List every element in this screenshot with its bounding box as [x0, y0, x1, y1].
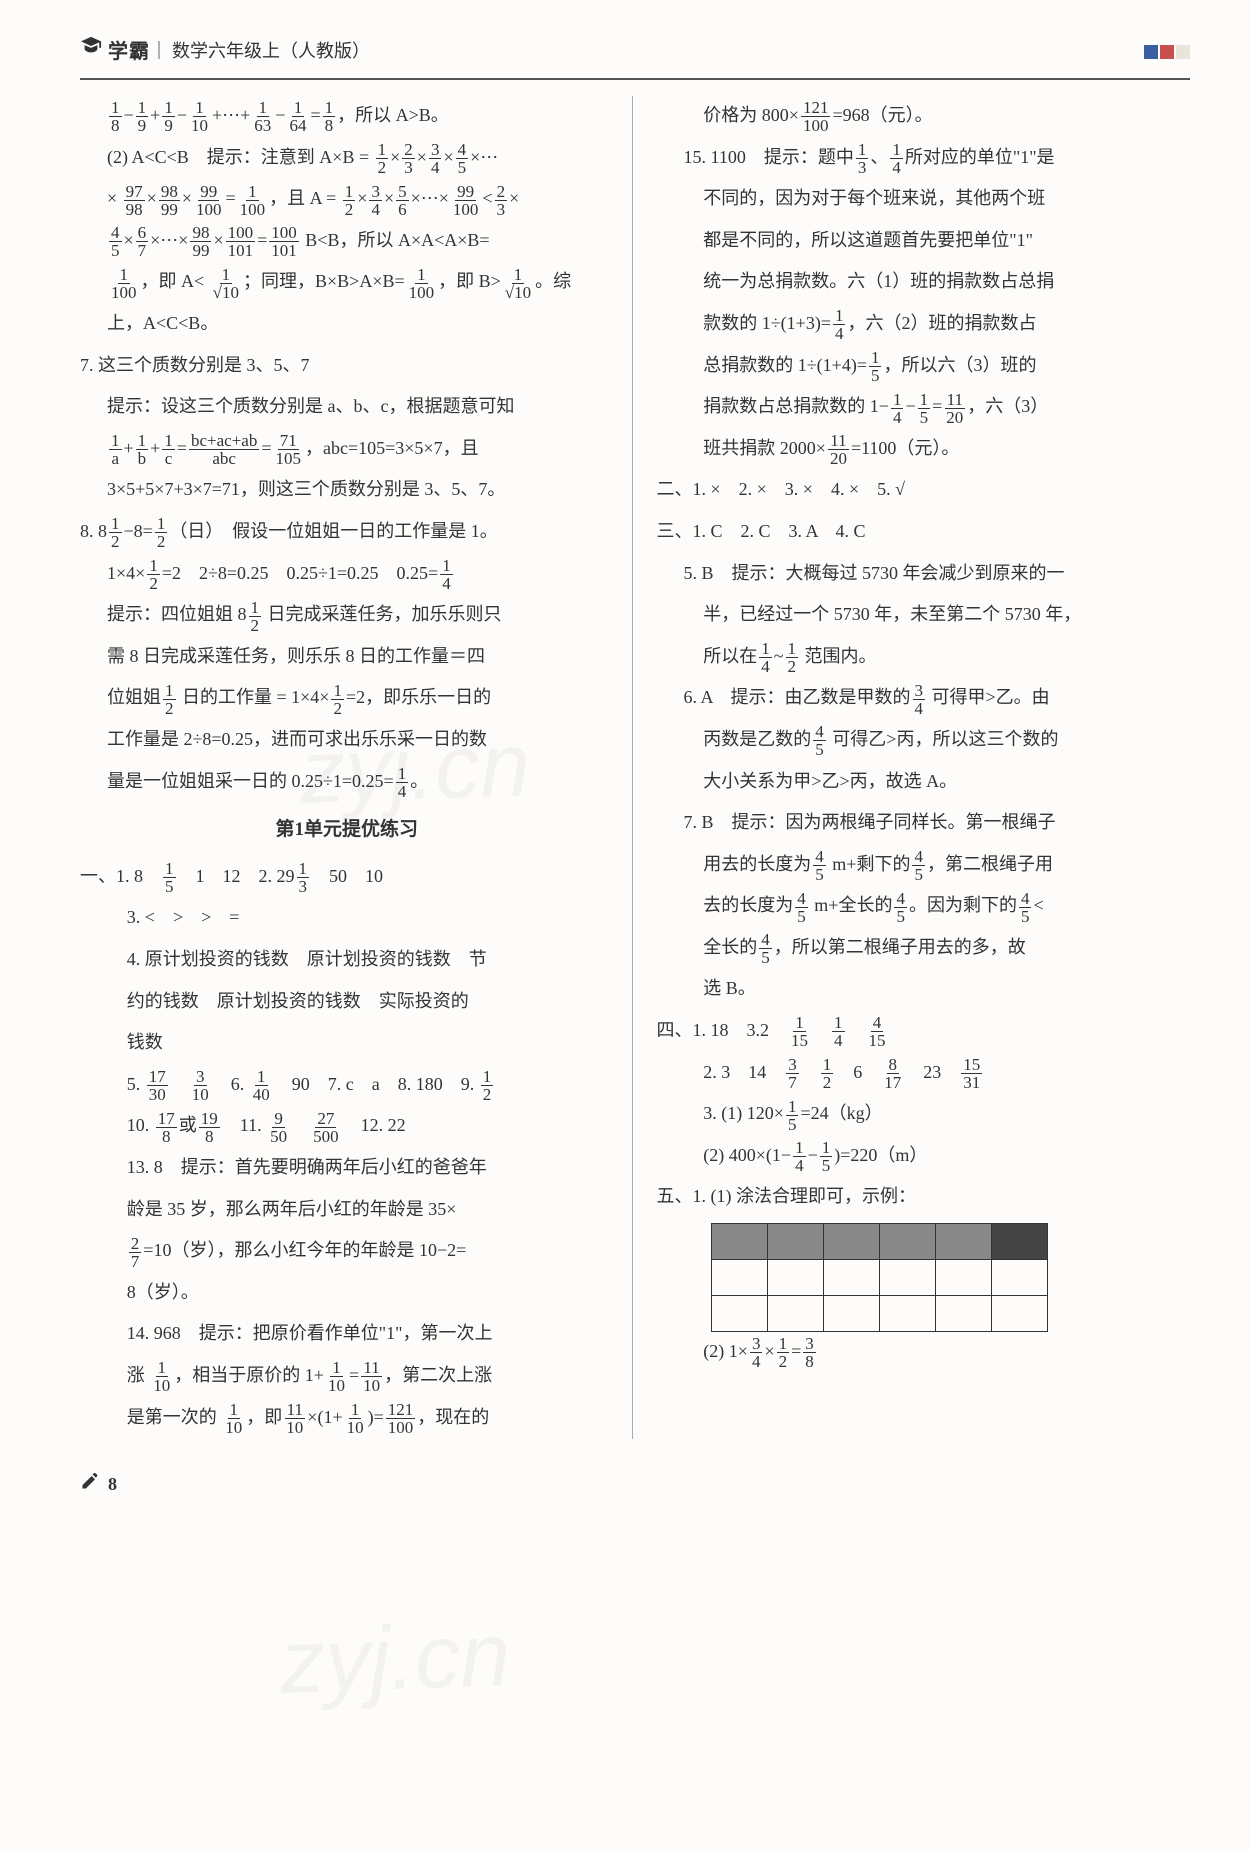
text-line: 不同的，因为对于每个班来说，其他两个班: [657, 179, 1191, 219]
page-footer: 8: [80, 1463, 1190, 1507]
text-line: 5. 1730 310 6. 140 90 7. c a 8. 180 9. 1…: [80, 1065, 614, 1105]
text-line: 需 8 日完成采莲任务，则乐乐 8 日的工作量＝四: [80, 637, 614, 677]
q8-line: 8. 812−8=12（日） 假设一位姐姐一日的工作量是 1。: [80, 512, 614, 552]
text-line: 6. A 提示：由乙数是甲数的34 可得甲>乙。由: [657, 678, 1191, 718]
text-line: 全长的45，所以第二根绳子用去的多，故: [657, 928, 1191, 968]
text-line: (2) A<C<B 提示：注意到 A×B = 12×23×34×45×⋯: [80, 138, 614, 178]
text-line: 价格为 800×121100=968（元）。: [657, 96, 1191, 136]
text-line: 半，已经过一个 5730 年，未至第二个 5730 年，: [657, 595, 1191, 635]
text-line: 用去的长度为45 m+剩下的45，第二根绳子用: [657, 845, 1191, 885]
text-line: 3. (1) 120×15=24（kg）: [657, 1094, 1191, 1134]
watermark-2: zyj.cn: [277, 1556, 514, 1762]
text-line: 位姐姐12 日的工作量 = 1×4×12=2，即乐乐一日的: [80, 678, 614, 718]
q7-line: 7. 这三个质数分别是 3、5、7: [80, 346, 614, 386]
page-header: 学霸 ｜ 数学六年级上（人教版）: [80, 30, 1190, 80]
text-line: 7. B 提示：因为两根绳子同样长。第一根绳子: [657, 803, 1191, 843]
text-line: 涨 110，相当于原价的 1+110=1110，第二次上涨: [80, 1356, 614, 1396]
unit1-title: 第1单元提优练习: [80, 809, 614, 851]
text-line: 15. 1100 提示：题中13、14所对应的单位"1"是: [657, 138, 1191, 178]
page-number: 8: [108, 1465, 117, 1505]
stripe-2: [1160, 45, 1174, 59]
stripe-3: [1176, 45, 1190, 59]
text-line: 龄是 35 岁，那么两年后小红的年龄是 35×: [80, 1190, 614, 1230]
text-line: 1×4×12=2 2÷8=0.25 0.25÷1=0.25 0.25=14: [80, 554, 614, 594]
text-line: 是第一次的 110，即1110×(1+110)=121100，现在的: [80, 1398, 614, 1438]
text-line: (2) 400×(1−14−15)=220（m）: [657, 1136, 1191, 1176]
left-column: 18−19+19−110+⋯+163−164=18，所以 A>B。 (2) A<…: [80, 96, 633, 1439]
header-subtitle: 数学六年级上（人教版）: [172, 32, 370, 72]
text-line: 1a+1b+1c=bc+ac+ababc=71105，abc=105=3×5×7…: [80, 429, 614, 469]
text-line: 27=10（岁），那么小红今年的年龄是 10−2=: [80, 1231, 614, 1271]
text-line: 总捐款数的 1÷(1+4)=15，所以六（3）班的: [657, 346, 1191, 386]
text-line: 都是不同的，所以这道题首先要把单位"1": [657, 221, 1191, 261]
header-divider: ｜: [150, 32, 168, 72]
text-line: 丙数是乙数的45 可得乙>丙，所以这三个数的: [657, 720, 1191, 760]
text-line: 5. B 提示：大概每过 5730 年会减少到原来的一: [657, 554, 1191, 594]
shading-grid: [711, 1223, 1048, 1332]
text-line: 4. 原计划投资的钱数 原计划投资的钱数 节: [80, 940, 614, 980]
q7-hint: 提示：设这三个质数分别是 a、b、c，根据题意可知: [80, 387, 614, 427]
text-line: 捐款数占总捐款数的 1−14−15=1120，六（3）: [657, 387, 1191, 427]
content-columns: 18−19+19−110+⋯+163−164=18，所以 A>B。 (2) A<…: [80, 96, 1190, 1439]
text-line: 3. < > > =: [80, 898, 614, 938]
text-line: 约的钱数 原计划投资的钱数 实际投资的: [80, 982, 614, 1022]
text-line: 一、1. 8 15 1 12 2. 2913 50 10: [80, 857, 614, 897]
fraction: 18: [109, 99, 122, 134]
text-line: 班共捐款 2000×1120=1100（元）。: [657, 429, 1191, 469]
text-line: 工作量是 2÷8=0.25，进而可求出乐乐采一日的数: [80, 720, 614, 760]
text-line: 3×5+5×7+3×7=71，则这三个质数分别是 3、5、7。: [80, 470, 614, 510]
text-line: 2. 3 14 37 12 6 817 23 1531: [657, 1053, 1191, 1093]
brand-title: 学霸: [108, 30, 150, 74]
text-line: 所以在14~12 范围内。: [657, 637, 1191, 677]
text-line: 款数的 1÷(1+3)=14，六（2）班的捐款数占: [657, 304, 1191, 344]
section-5: 五、1. (1) 涂法合理即可，示例：: [657, 1177, 1191, 1217]
section-2: 二、1. × 2. × 3. × 4. × 5. √: [657, 470, 1191, 510]
header-stripes: [1144, 45, 1190, 59]
section-4: 四、1. 18 3.2 115 14 415: [657, 1011, 1191, 1051]
text-line: 上，A<C<B。: [80, 304, 614, 344]
text-line: 统一为总捐款数。六（1）班的捐款数占总捐: [657, 262, 1191, 302]
text-line: 14. 968 提示：把原价看作单位"1"，第一次上: [80, 1314, 614, 1354]
text-line: 去的长度为45 m+全长的45。因为剩下的45<: [657, 886, 1191, 926]
text-line: 13. 8 提示：首先要明确两年后小红的爸爸年: [80, 1148, 614, 1188]
section-3: 三、1. C 2. C 3. A 4. C: [657, 512, 1191, 552]
text-line: 10. 178或198 11. 950 27500 12. 22: [80, 1106, 614, 1146]
text-line: × 9798×9899×99100=1100，且 A = 12×34×56×⋯×…: [80, 179, 614, 219]
right-column: 价格为 800×121100=968（元）。 15. 1100 提示：题中13、…: [657, 96, 1191, 1439]
text-line: 8（岁）。: [80, 1273, 614, 1313]
stripe-1: [1144, 45, 1158, 59]
text-line: 量是一位姐姐采一日的 0.25÷1=0.25=14。: [80, 762, 614, 802]
text-line: 18−19+19−110+⋯+163−164=18，所以 A>B。: [80, 96, 614, 136]
text-line: (2) 1×34×12=38: [657, 1332, 1191, 1372]
pencil-icon: [80, 1463, 100, 1507]
text-line: 选 B。: [657, 969, 1191, 1009]
text-line: 45×67×⋯×9899×100101=100101 B<B，所以 A×A<A×…: [80, 221, 614, 261]
text-line: 大小关系为甲>乙>丙，故选 A。: [657, 762, 1191, 802]
text-line: 钱数: [80, 1023, 614, 1063]
text-line: 1100，即 A< 1√10；同理，B×B>A×B=1100，即 B>1√10。…: [80, 262, 614, 302]
text-line: 提示：四位姐姐 812 日完成采莲任务，加乐乐则只: [80, 595, 614, 635]
graduation-cap-icon: [80, 32, 102, 72]
